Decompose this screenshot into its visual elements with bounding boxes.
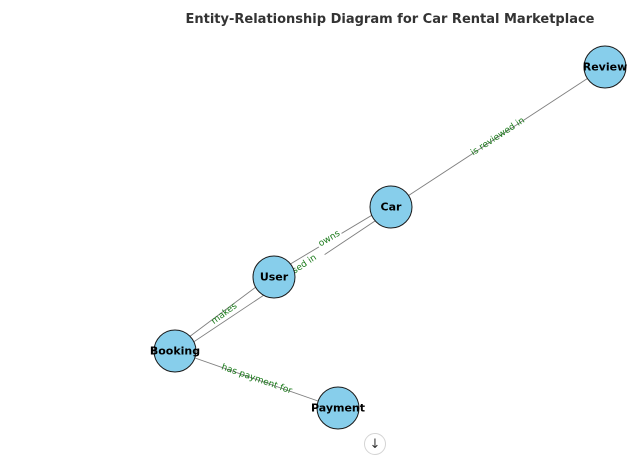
edge-label-car-review: is reviewed in <box>469 116 526 158</box>
nodes-layer: Review Car User Booking Payment <box>150 45 628 430</box>
edge-label-booking-payment: has payment for <box>220 363 294 397</box>
edge-booking-payment <box>174 350 339 409</box>
node-review: Review <box>583 45 628 89</box>
edge-label-group-user-car: owns <box>315 227 344 251</box>
diagram-title: Entity-Relationship Diagram for Car Rent… <box>185 12 595 27</box>
node-circle-booking <box>153 329 197 373</box>
scroll-down-button[interactable]: ↓ <box>364 433 386 455</box>
node-label-booking: Booking <box>150 345 200 358</box>
node-circle-payment <box>316 386 360 430</box>
node-payment: Payment <box>311 386 365 430</box>
node-car: Car <box>369 185 413 229</box>
node-circle-car <box>369 185 413 229</box>
node-label-payment: Payment <box>311 402 365 415</box>
node-circle-review <box>583 45 627 89</box>
node-circle-user <box>252 255 296 299</box>
edge-label-group-car-review: is reviewed in <box>469 116 526 158</box>
edge-car-review <box>390 66 606 208</box>
edges-layer <box>172 66 606 409</box>
node-label-car: Car <box>381 201 402 214</box>
node-user: User <box>252 255 296 299</box>
node-label-user: User <box>260 271 289 284</box>
edge-label-user-car: owns <box>317 229 342 250</box>
node-booking: Booking <box>150 329 200 373</box>
edge-label-background <box>315 227 344 251</box>
arrow-down-icon: ↓ <box>369 436 381 452</box>
edge-label-group-booking-payment: has payment for <box>220 363 294 397</box>
node-label-review: Review <box>583 61 628 74</box>
